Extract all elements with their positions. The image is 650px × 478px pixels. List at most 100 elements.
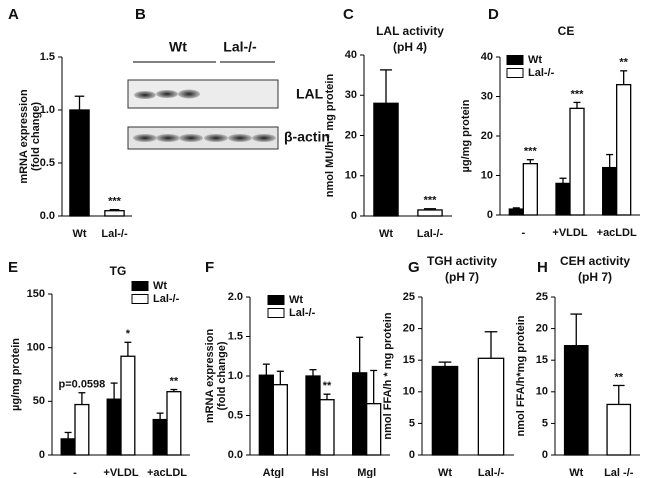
panel-letter: F — [205, 259, 214, 276]
x-tick-label: Wt — [569, 467, 583, 478]
bar — [431, 365, 459, 456]
band-label: β-actin — [284, 129, 330, 145]
bar — [569, 107, 585, 216]
significance: *** — [524, 146, 538, 158]
y-tick-label: 10 — [481, 169, 493, 181]
x-tick-label: Hsl — [311, 467, 328, 478]
legend-label: Lal-/- — [289, 307, 316, 319]
error-bar — [620, 70, 628, 85]
x-tick-label: - — [73, 467, 77, 478]
significance: ** — [323, 380, 332, 392]
error-bar — [110, 382, 118, 400]
y-axis-label: nmol FFA/h*mg protein — [515, 315, 527, 436]
legend-label: Wt — [528, 54, 542, 66]
bar — [366, 402, 382, 456]
blot-group: Wt — [169, 39, 187, 55]
blot-band — [133, 134, 157, 142]
y-tick-label: 40 — [481, 51, 493, 63]
significance: ** — [619, 57, 628, 69]
panel-letter: C — [343, 6, 354, 23]
blot-group: Lal-/- — [223, 39, 257, 55]
bar — [477, 357, 505, 456]
y-tick-label: 1.0 — [228, 370, 243, 382]
y-tick-label: 100 — [27, 342, 45, 354]
chart-title: CEH activity — [560, 254, 630, 268]
y-tick-label: 0 — [409, 449, 415, 461]
significance: * — [126, 328, 131, 340]
legend-label: Wt — [153, 280, 167, 292]
significance: *** — [108, 196, 122, 208]
bar — [563, 345, 589, 456]
y-axis-label: nmol MU/h * mg protein — [324, 74, 336, 198]
error-bar — [370, 369, 378, 404]
x-tick-label: +VLDL — [103, 467, 138, 478]
error-bar — [309, 369, 317, 376]
chart-panel: H CEH activity (pH 7) nmol FFA/h*mg protein… — [515, 254, 640, 478]
panel-letter: G — [408, 259, 420, 276]
y-tick-label: 0 — [39, 449, 45, 461]
x-tick-label: Lal-/- — [417, 228, 444, 240]
y-tick-label: 2.0 — [228, 291, 243, 303]
error-bar — [276, 370, 284, 385]
panel-letter: H — [537, 259, 548, 276]
y-tick-label: 20 — [345, 129, 357, 141]
error-bar — [379, 69, 393, 104]
legend-label: Lal-/- — [153, 293, 180, 305]
error-bar — [262, 363, 270, 376]
legend-label: Wt — [289, 294, 303, 306]
y-tick-label: 15 — [403, 354, 415, 366]
bar — [508, 208, 524, 216]
chart-title: (pH 4) — [393, 40, 427, 54]
chart-title: LAL activity — [376, 24, 444, 38]
x-tick-label: Lal-/- — [478, 467, 505, 478]
bar — [69, 109, 90, 217]
y-tick-label: 0.0 — [40, 210, 55, 222]
legend-swatch — [506, 55, 524, 65]
blot-band — [204, 134, 228, 142]
error-bar — [78, 392, 86, 405]
error-bar — [109, 208, 120, 211]
significance: p=0.0598 — [59, 379, 106, 391]
bar — [319, 399, 335, 456]
error-bar — [323, 393, 331, 400]
bar — [74, 403, 90, 456]
bar — [417, 209, 443, 217]
error-bar — [438, 361, 452, 367]
panel-letter: E — [8, 259, 18, 276]
blot-panel: B Wt Lal-/- LAL β-actin — [127, 6, 330, 150]
legend-swatch — [506, 68, 524, 78]
x-tick-label: +VLDL — [552, 227, 587, 239]
bar — [522, 162, 538, 216]
bar — [352, 372, 368, 456]
legend-swatch — [267, 295, 285, 305]
legend-swatch — [131, 294, 149, 304]
y-tick-label: 150 — [27, 288, 45, 300]
y-axis-label: mRNA expression — [204, 329, 216, 424]
error-bar — [559, 177, 567, 184]
y-tick-label: 25 — [403, 291, 415, 303]
x-tick-label: Lal -/- — [604, 467, 634, 478]
bar — [258, 374, 274, 456]
blot-band — [228, 134, 252, 142]
bar — [606, 403, 632, 456]
error-bar — [570, 313, 583, 346]
chart-title: TGH activity — [427, 254, 497, 268]
y-tick-label: 0.5 — [40, 157, 55, 169]
y-axis-label: (fold change) — [216, 341, 228, 410]
chart-title: CE — [558, 24, 575, 38]
chart-title: (pH 7) — [578, 270, 612, 284]
x-tick-label: - — [521, 227, 525, 239]
error-bar — [156, 412, 164, 420]
error-bar — [74, 95, 85, 110]
panel-letter: B — [135, 6, 146, 23]
y-tick-label: 30 — [345, 89, 357, 101]
error-bar — [423, 208, 437, 210]
bar — [120, 355, 136, 456]
significance: *** — [571, 88, 585, 100]
y-tick-label: 10 — [345, 170, 357, 182]
bar — [373, 102, 399, 217]
bar — [104, 210, 125, 217]
